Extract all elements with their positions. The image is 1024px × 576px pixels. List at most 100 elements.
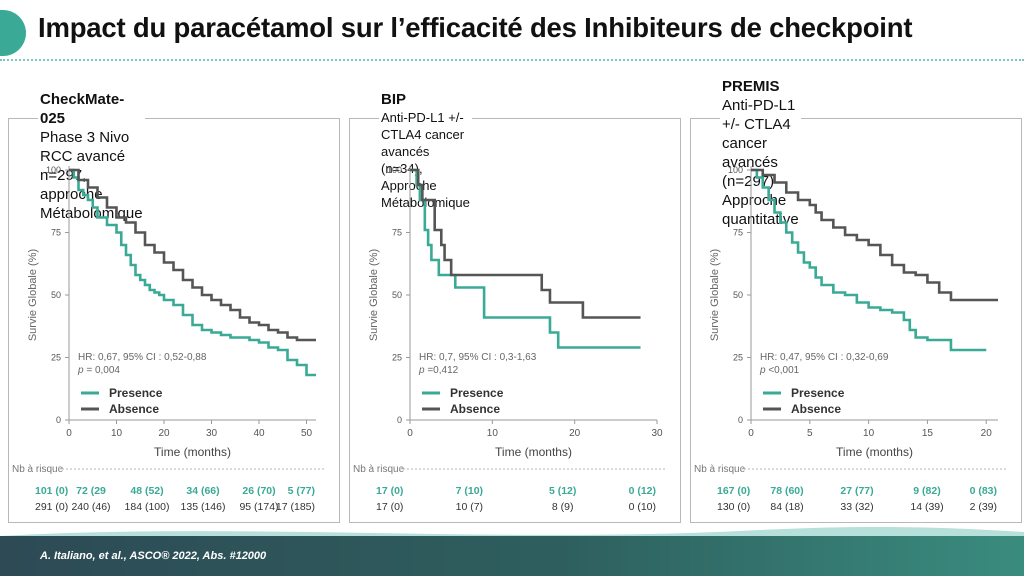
x-tick-label: 40	[253, 428, 265, 439]
stats-hr: HR: 0,7, 95% CI : 0,3-1,63	[419, 352, 537, 363]
presence-curve	[410, 168, 641, 349]
x-tick-label: 10	[863, 428, 875, 439]
x-tick-label: 30	[651, 428, 663, 439]
absence-curve	[410, 168, 641, 319]
x-axis-label: Time (months)	[495, 445, 572, 459]
x-tick-label: 30	[206, 428, 218, 439]
y-tick-label: 100	[728, 165, 743, 175]
x-tick-label: 0	[407, 428, 413, 439]
y-tick-label: 50	[51, 290, 61, 300]
risk-presence-cell: 101 (0)	[35, 485, 68, 497]
y-axis-label: Survie Globale (%)	[368, 249, 380, 341]
risk-absence-cell: 33 (32)	[840, 501, 873, 513]
y-tick-label: 0	[738, 415, 743, 425]
stats-p-value: =0,412	[425, 365, 459, 376]
panel-heading-line: Anti-PD-L1 +/- CTLA4 cancer	[722, 97, 796, 152]
risk-presence-cell: 34 (66)	[186, 485, 219, 497]
legend-presence-label: Presence	[109, 386, 163, 400]
presence-curve	[69, 168, 316, 377]
stats-p-value: <0,001	[766, 365, 800, 376]
km-chart: 0 25 50 75 100 0 5 10 15 20 Time (months) Survie Gl…	[694, 165, 1008, 513]
stats-p-label: p	[418, 365, 425, 376]
risk-presence-cell: 9 (82)	[913, 485, 940, 497]
stats-p: p =0,412	[418, 365, 459, 376]
y-tick-label: 0	[397, 415, 402, 425]
panel-heading-line: Anti-PD-L1 +/- CTLA4 cancer avancés	[381, 110, 465, 159]
panel-heading-bold: PREMIS	[722, 78, 780, 95]
citation: A. Italiano, et al., ASCO® 2022, Abs. #1…	[40, 550, 267, 562]
risk-presence-cell: 26 (70)	[242, 485, 275, 497]
y-tick-label: 75	[733, 228, 743, 238]
panel-heading-bold: CheckMate-025	[40, 91, 125, 127]
risk-presence-cell: 5 (12)	[549, 485, 576, 497]
legend-absence-label: Absence	[791, 402, 841, 416]
y-tick-label: 100	[387, 165, 402, 175]
risk-absence-cell: 8 (9)	[552, 501, 574, 513]
y-tick-label: 25	[733, 353, 743, 363]
x-tick-label: 0	[748, 428, 754, 439]
absence-curve	[751, 168, 998, 302]
risk-absence-cell: 17 (0)	[376, 501, 403, 513]
x-tick-label: 10	[487, 428, 499, 439]
y-tick-label: 0	[56, 415, 61, 425]
risk-presence-cell: 167 (0)	[717, 485, 750, 497]
stats-p-label: p	[759, 365, 766, 376]
risk-absence-cell: 95 (174)	[239, 501, 278, 513]
risk-absence-cell: 0 (10)	[629, 501, 656, 513]
legend-presence-label: Presence	[791, 386, 845, 400]
panel-heading: BIP Anti-PD-L1 +/- CTLA4 cancer avancés …	[379, 90, 472, 211]
risk-presence-cell: 5 (77)	[288, 485, 315, 497]
legend-presence-label: Presence	[450, 386, 504, 400]
x-tick-label: 20	[158, 428, 170, 439]
risk-absence-cell: 130 (0)	[717, 501, 750, 513]
panel-heading-bold: BIP	[381, 91, 407, 108]
x-tick-label: 15	[922, 428, 934, 439]
y-tick-label: 25	[392, 353, 402, 363]
y-tick-label: 75	[392, 228, 402, 238]
stats-p: p = 0,004	[77, 365, 120, 376]
y-tick-label: 25	[51, 353, 61, 363]
legend-absence-label: Absence	[109, 402, 159, 416]
absence-curve	[69, 168, 316, 342]
y-axis-label: Survie Globale (%)	[709, 249, 721, 341]
risk-table-label: Nb à risque	[12, 464, 64, 475]
x-tick-label: 0	[66, 428, 72, 439]
title-divider	[0, 59, 1024, 61]
risk-absence-cell: 14 (39)	[910, 501, 943, 513]
stats-p-label: p	[77, 365, 84, 376]
x-axis-label: Time (months)	[154, 445, 231, 459]
risk-table-label: Nb à risque	[353, 464, 405, 475]
risk-absence-cell: 184 (100)	[125, 501, 170, 513]
stats-hr: HR: 0,47, 95% CI : 0,32-0,69	[760, 352, 889, 363]
stats-p: p <0,001	[759, 365, 800, 376]
risk-presence-cell: 78 (60)	[770, 485, 803, 497]
x-tick-label: 5	[807, 428, 813, 439]
legend-absence-label: Absence	[450, 402, 500, 416]
slide-title: Impact du paracétamol sur l’efficacité d…	[38, 12, 913, 43]
x-tick-label: 10	[111, 428, 123, 439]
footer-bar	[0, 536, 1024, 576]
y-tick-label: 50	[733, 290, 743, 300]
risk-presence-cell: 48 (52)	[130, 485, 163, 497]
risk-table-label: Nb à risque	[694, 464, 746, 475]
risk-absence-cell: 2 (39)	[970, 501, 997, 513]
risk-absence-cell: 240 (46)	[71, 501, 110, 513]
risk-absence-cell: 135 (146)	[181, 501, 226, 513]
risk-presence-cell: 17 (0)	[376, 485, 403, 497]
risk-absence-cell: 291 (0)	[35, 501, 68, 513]
risk-presence-cell: 7 (10)	[456, 485, 483, 497]
km-chart: 0 25 50 75 100 0 10 20 30 Time (months) Survie Glo…	[353, 165, 667, 513]
risk-presence-cell: 0 (83)	[970, 485, 997, 497]
km-chart: 0 25 50 75 100 0 10 20 30 40 50 Time (months) Survie…	[12, 165, 326, 513]
y-tick-label: 50	[392, 290, 402, 300]
x-tick-label: 20	[569, 428, 581, 439]
y-tick-label: 75	[51, 228, 61, 238]
x-tick-label: 50	[301, 428, 313, 439]
presence-curve	[751, 168, 987, 352]
x-axis-label: Time (months)	[836, 445, 913, 459]
risk-presence-cell: 0 (12)	[629, 485, 656, 497]
risk-absence-cell: 84 (18)	[770, 501, 803, 513]
stats-hr: HR: 0,67, 95% CI : 0,52-0,88	[78, 352, 207, 363]
risk-absence-cell: 17 (185)	[276, 501, 315, 513]
x-tick-label: 20	[981, 428, 993, 439]
